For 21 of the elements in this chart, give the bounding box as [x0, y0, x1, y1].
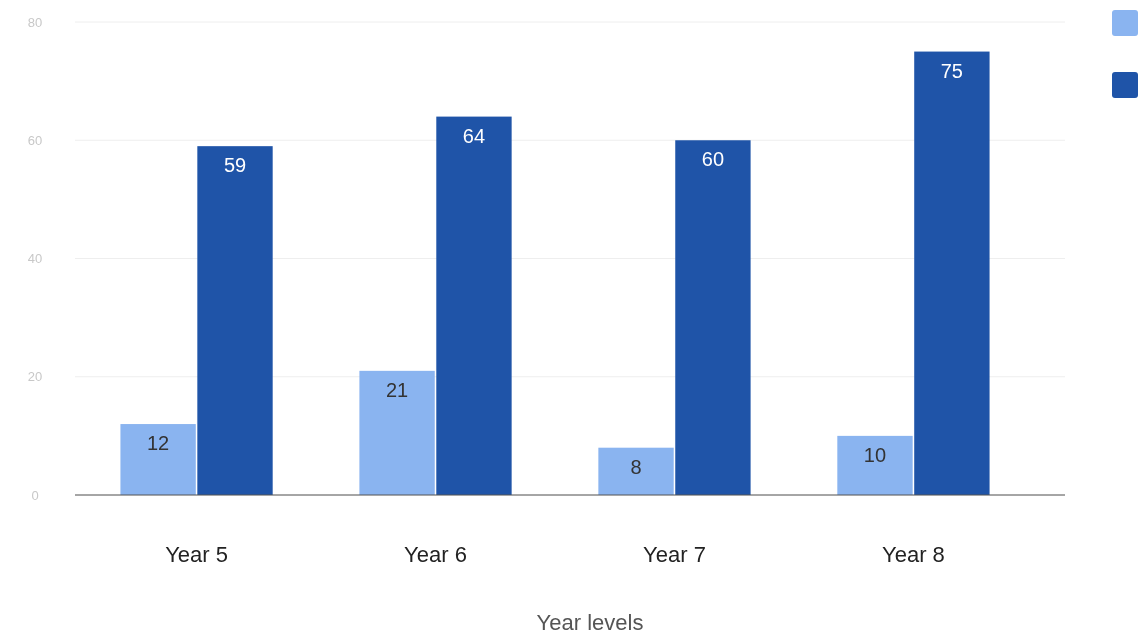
bar: [359, 370, 435, 495]
bar: [598, 447, 674, 495]
x-tick-label: Year 8: [882, 542, 945, 567]
data-label: 64: [462, 124, 486, 147]
bar: [436, 116, 512, 495]
bar: [675, 140, 751, 495]
data-label: 12: [146, 432, 170, 455]
bar: [837, 435, 913, 495]
bar: [120, 424, 196, 495]
data-label: 75: [940, 59, 964, 82]
data-label: 59: [223, 154, 247, 177]
x-tick-label: Year 5: [165, 542, 228, 567]
data-label: 21: [385, 378, 409, 401]
bar: [914, 51, 990, 495]
bar: [197, 146, 273, 495]
x-tick-label: Year 6: [404, 542, 467, 567]
x-tick-label: Year 7: [643, 542, 706, 567]
data-label: 60: [701, 148, 725, 171]
data-label: 10: [863, 443, 887, 466]
data-label: 8: [630, 455, 642, 478]
x-axis-title: Year levels: [536, 610, 644, 635]
